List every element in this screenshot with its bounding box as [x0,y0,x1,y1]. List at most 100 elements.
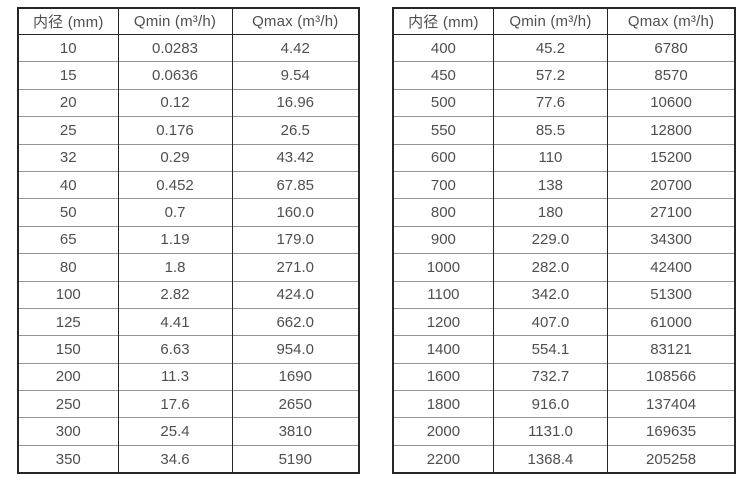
table-cell: 282.0 [492,253,609,282]
table-cell: 61000 [607,307,736,336]
table-cell: 34.6 [117,444,233,474]
table-cell: 700 [392,170,494,199]
table-cell: 80 [17,253,119,282]
table-cell: 100 [17,280,119,309]
table-cell: 5190 [231,444,360,474]
table-cell: 1.19 [117,225,233,254]
table-cell: 17.6 [117,390,233,418]
table-cell: 83121 [607,335,736,364]
table-cell: 271.0 [231,253,360,282]
table-row: 900 229.0 34300 [392,225,736,254]
table-cell: 50 [17,198,119,227]
table-row: 40 0.452 67.85 [17,170,360,199]
table-row: 32 0.29 43.42 [17,143,360,172]
table-row: 1800 916.0 137404 [392,390,736,418]
table-cell: 65 [17,225,119,254]
table-cell: 500 [392,88,494,117]
table-cell: 1800 [392,390,494,418]
table-row: 300 25.4 3810 [17,417,360,446]
table-cell: 169635 [607,417,736,446]
table-row: 2000 1131.0 169635 [392,417,736,446]
table-cell: 300 [17,417,119,446]
table-cell: 3810 [231,417,360,446]
table-row: 15 0.0636 9.54 [17,61,360,90]
flow-rate-table-right: 内径 (mm) Qmin (m³/h) Qmax (m³/h) 400 45.2 6780… [392,7,736,475]
table-row: 100 2.82 424.0 [17,280,360,309]
table-cell: 0.0283 [117,33,233,62]
table-cell: 138 [492,170,609,199]
table-cell: 20 [17,88,119,117]
table-row: 25 0.176 26.5 [17,116,360,145]
table-row: 700 138 20700 [392,170,736,199]
table-cell: 32 [17,143,119,172]
table-cell: 400 [392,33,494,62]
table-cell: 77.6 [492,88,609,117]
table-cell: 57.2 [492,61,609,90]
table-cell: 4.42 [231,33,360,62]
table-cell: 450 [392,61,494,90]
table-row: 800 180 27100 [392,198,736,227]
table-cell: 108566 [607,362,736,391]
table-cell: 200 [17,362,119,391]
table-cell: 85.5 [492,116,609,145]
table-row: 50 0.7 160.0 [17,198,360,227]
table-cell: 34300 [607,225,736,254]
table-cell: 0.0636 [117,61,233,90]
table-cell: 25 [17,116,119,145]
table-cell: 160.0 [231,198,360,227]
table-cell: 554.1 [492,335,609,364]
table-cell: 137404 [607,390,736,418]
table-row: 550 85.5 12800 [392,116,736,145]
table-row: 400 45.2 6780 [392,33,736,62]
table-cell: 800 [392,198,494,227]
table-cell: 662.0 [231,307,360,336]
table-cell: 2.82 [117,280,233,309]
table-row: 10 0.0283 4.42 [17,33,360,62]
table-row: 125 4.41 662.0 [17,307,360,336]
table-cell: 342.0 [492,280,609,309]
table-row: 2200 1368.4 205258 [392,444,736,474]
table-cell: 1400 [392,335,494,364]
table-cell: 1200 [392,307,494,336]
table-cell: 550 [392,116,494,145]
table-row: 600 110 15200 [392,143,736,172]
table-cell: 4.41 [117,307,233,336]
table-cell: 25.4 [117,417,233,446]
table-cell: 250 [17,390,119,418]
table-row: 150 6.63 954.0 [17,335,360,364]
table-row: 250 17.6 2650 [17,390,360,418]
table-row: 1600 732.7 108566 [392,362,736,391]
table-cell: 40 [17,170,119,199]
header-row: 内径 (mm) Qmin (m³/h) Qmax (m³/h) [17,8,360,35]
table-cell: 0.29 [117,143,233,172]
table-cell: 8570 [607,61,736,90]
table-cell: 424.0 [231,280,360,309]
table-row: 80 1.8 271.0 [17,253,360,282]
table-cell: 45.2 [492,33,609,62]
column-header: Qmax (m³/h) [607,8,736,35]
table-cell: 9.54 [231,61,360,90]
table-row: 1000 282.0 42400 [392,253,736,282]
table-cell: 900 [392,225,494,254]
table-cell: 732.7 [492,362,609,391]
table-cell: 16.96 [231,88,360,117]
table-cell: 600 [392,143,494,172]
table-cell: 0.7 [117,198,233,227]
table-cell: 229.0 [492,225,609,254]
table-cell: 1600 [392,362,494,391]
column-header: Qmax (m³/h) [231,8,360,35]
column-header: 内径 (mm) [392,8,494,35]
table-cell: 205258 [607,444,736,474]
table-cell: 11.3 [117,362,233,391]
table-cell: 407.0 [492,307,609,336]
table-cell: 10600 [607,88,736,117]
table-row: 1100 342.0 51300 [392,280,736,309]
table-cell: 26.5 [231,116,360,145]
table-cell: 67.85 [231,170,360,199]
table-cell: 0.12 [117,88,233,117]
table-cell: 27100 [607,198,736,227]
table-row: 500 77.6 10600 [392,88,736,117]
table-row: 450 57.2 8570 [392,61,736,90]
table-cell: 6.63 [117,335,233,364]
table-cell: 12800 [607,116,736,145]
